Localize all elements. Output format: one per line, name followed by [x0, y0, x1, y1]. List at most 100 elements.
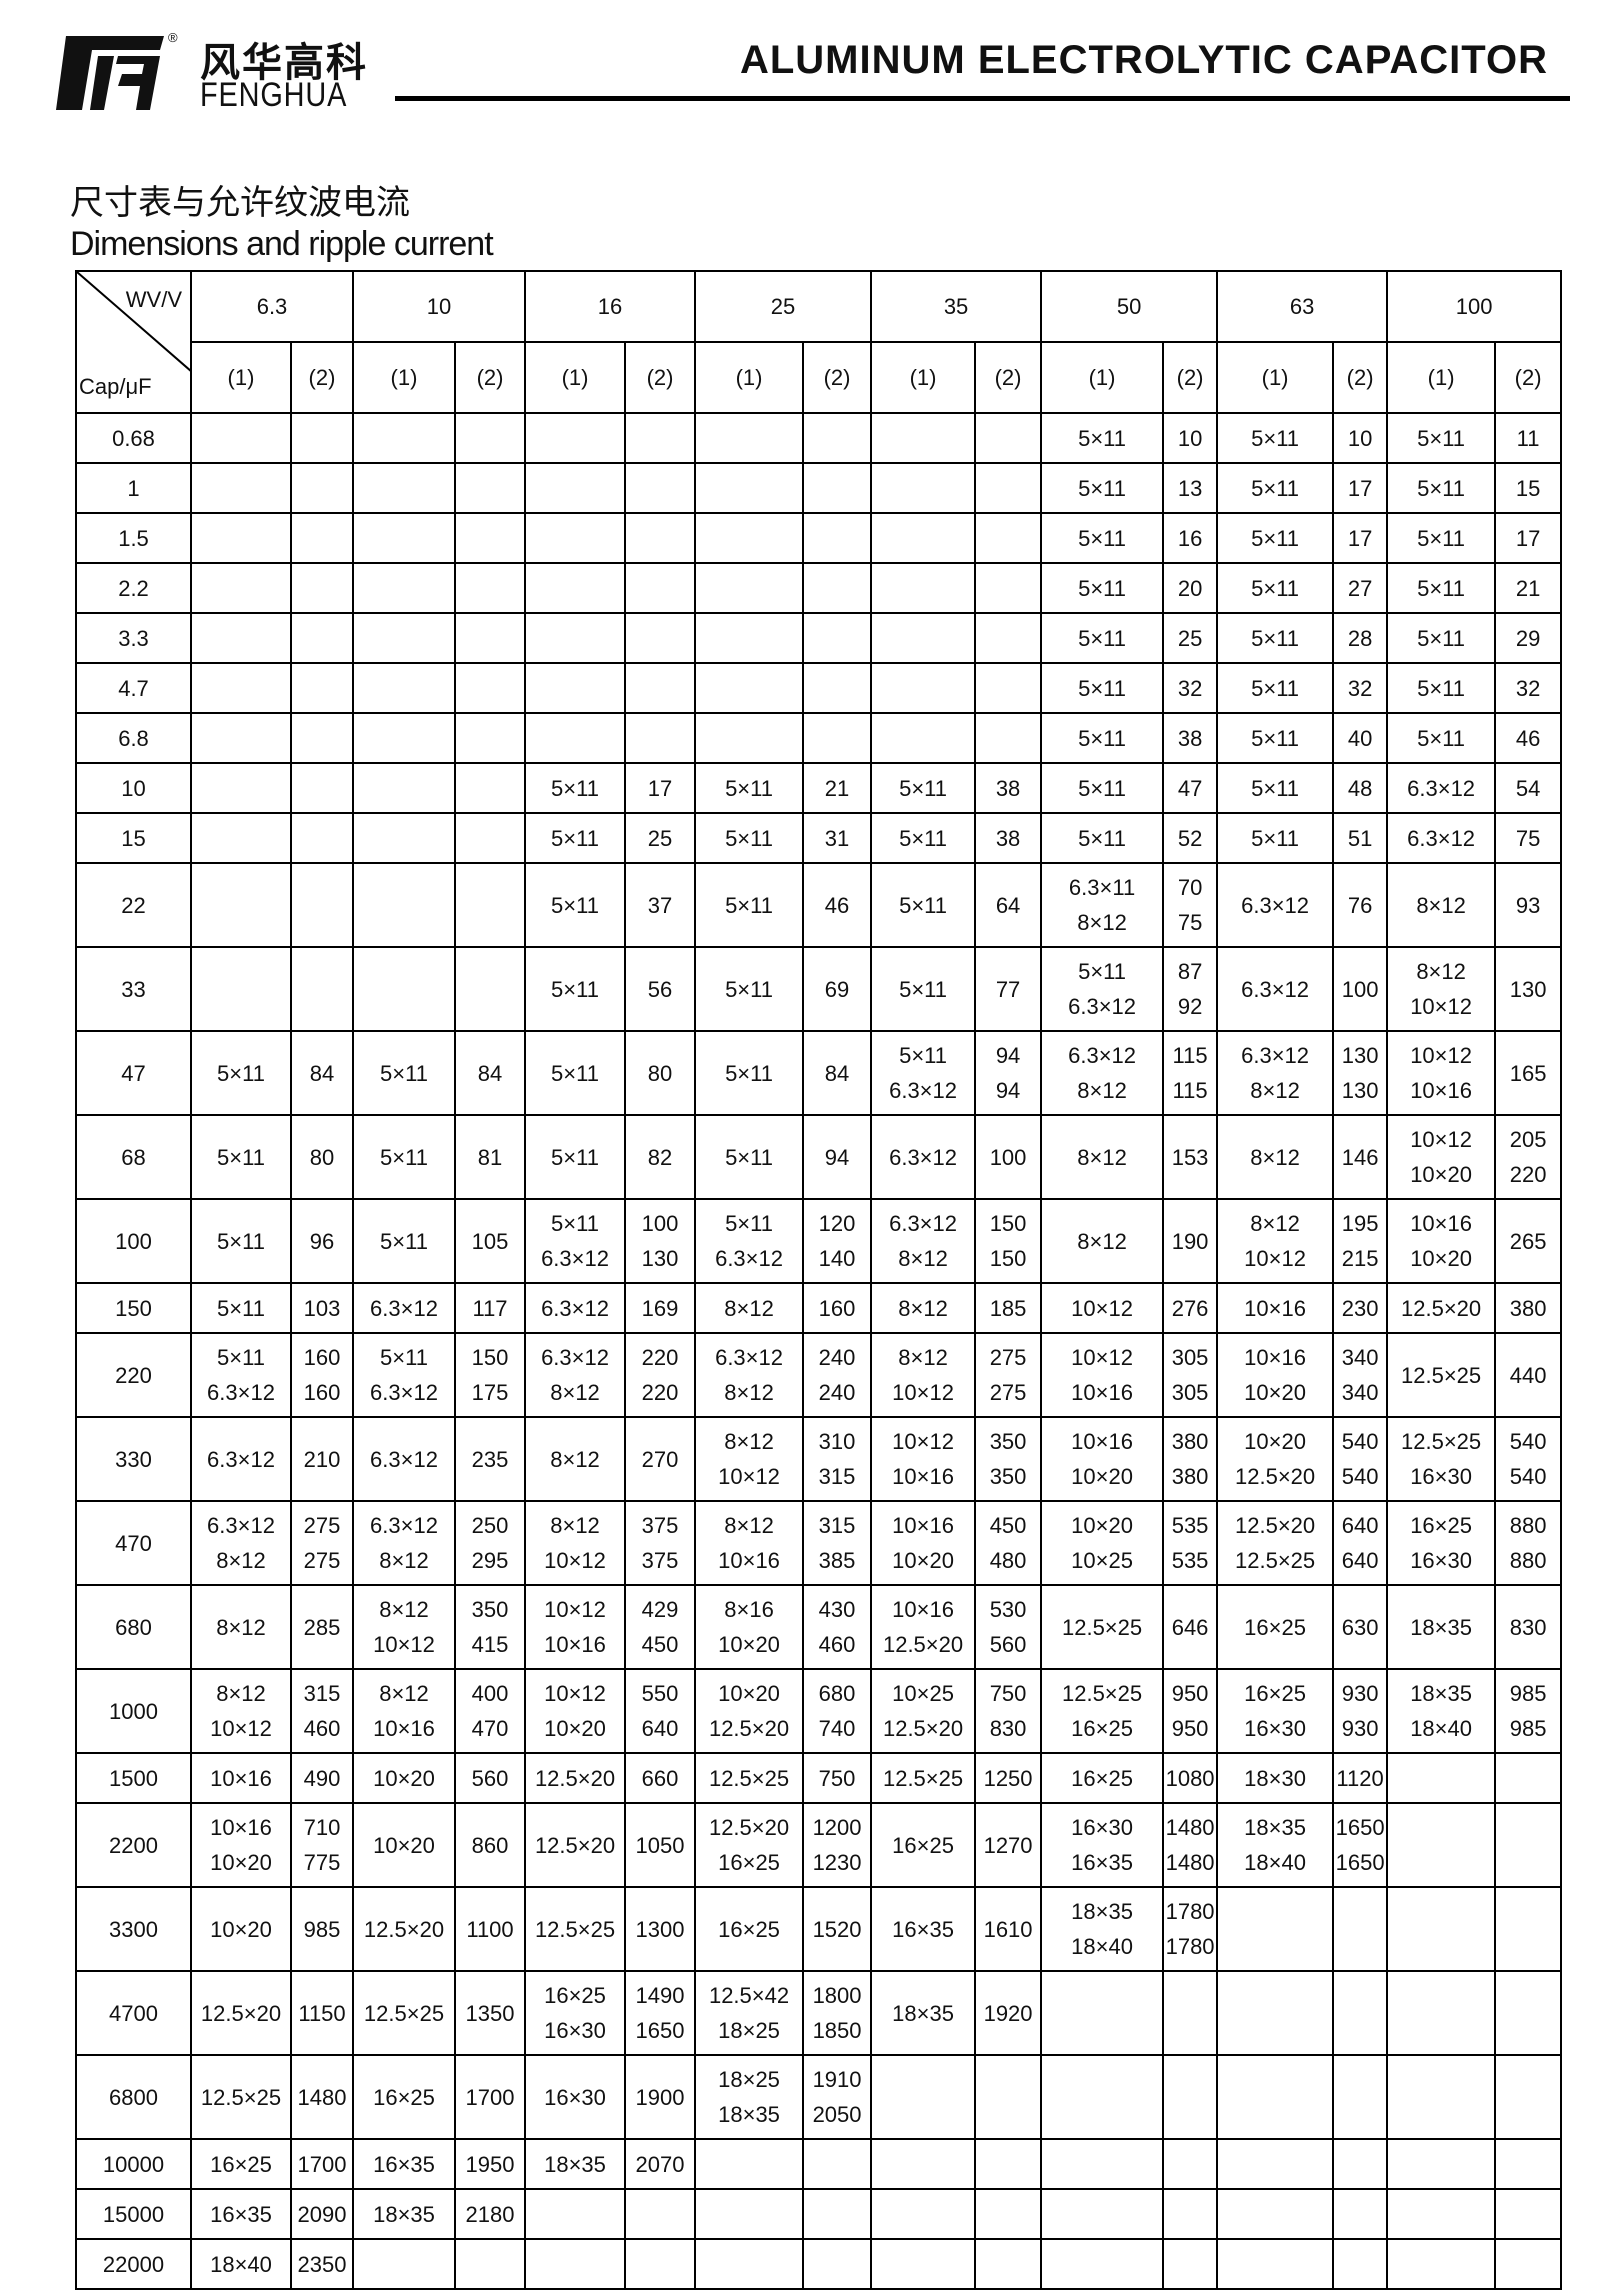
case-size-cell: 5×11 [190, 1282, 292, 1334]
ripple-current-cell: 860 [453, 1802, 527, 1888]
case-size-cell: 8×12 [1040, 1114, 1165, 1200]
case-size-cell: 8×16 10×20 [694, 1584, 805, 1670]
ripple-current-cell: 84 [290, 1030, 354, 1116]
ripple-current-cell: 429 450 [624, 1584, 697, 1670]
case-size-cell: 16×25 16×30 [524, 1970, 627, 2056]
ripple-current-cell: 315 385 [802, 1500, 873, 1586]
case-size-cell [352, 762, 456, 814]
case-size-cell: 8×12 10×12 [352, 1584, 456, 1670]
case-size-cell: 5×11 [694, 862, 805, 948]
case-size-cell: 6.3×12 [1216, 946, 1335, 1032]
ripple-current-cell: 38 [974, 812, 1043, 864]
case-size-cell: 5×11 [524, 1114, 627, 1200]
case-size-cell: 6.3×12 8×12 [524, 1332, 627, 1418]
case-size-cell [190, 512, 292, 564]
capacitance-cell: 22 [75, 862, 192, 948]
case-size-cell: 12.5×25 16×25 [1040, 1668, 1165, 1754]
case-size-cell [352, 946, 456, 1032]
ripple-current-cell: 17 [1494, 512, 1563, 564]
ripple-current-cell [974, 462, 1043, 514]
voltage-header: 35 [870, 270, 1043, 343]
ripple-current-cell: 1200 1230 [802, 1802, 873, 1888]
ripple-current-cell: 77 [974, 946, 1043, 1032]
capacitance-cell: 10000 [75, 2138, 192, 2190]
case-size-cell [524, 712, 627, 764]
case-size-cell [1216, 2138, 1335, 2190]
capacitance-cell: 33 [75, 946, 192, 1032]
ripple-current-cell [1162, 1970, 1219, 2056]
capacitance-cell: 6800 [75, 2054, 192, 2140]
case-size-cell [870, 712, 977, 764]
case-size-cell [870, 562, 977, 614]
case-size-cell: 12.5×25 [1040, 1584, 1165, 1670]
ripple-current-cell [453, 512, 527, 564]
ripple-current-cell: 150 175 [453, 1332, 527, 1418]
ripple-current-cell: 285 [290, 1584, 354, 1670]
table-row: 0.68 5×11 10 5×11 10 5×11 11 [75, 412, 1563, 464]
ripple-current-cell: 81 [453, 1114, 527, 1200]
ripple-current-cell: 1950 [453, 2138, 527, 2190]
capacitance-cell: 10 [75, 762, 192, 814]
case-size-cell: 6.3×12 [1216, 862, 1335, 948]
case-size-cell [352, 562, 456, 614]
capacitance-cell: 2200 [75, 1802, 192, 1888]
case-size-cell [694, 2188, 805, 2240]
case-size-cell: 5×11 [524, 812, 627, 864]
case-size-cell: 6.3×12 8×12 [352, 1500, 456, 1586]
fenghua-logo [52, 30, 172, 119]
table-row: 470 6.3×12 8×12 275 275 6.3×12 8×12 250 295 8… [75, 1500, 1563, 1586]
ripple-current-cell [453, 562, 527, 614]
ripple-current-cell [1494, 2188, 1563, 2240]
case-size-cell [870, 2188, 977, 2240]
ripple-current-cell [624, 412, 697, 464]
ripple-current-cell: 530 560 [974, 1584, 1043, 1670]
case-size-cell: 5×11 [1386, 612, 1497, 664]
capacitance-cell: 330 [75, 1416, 192, 1502]
case-size-cell: 5×11 [1216, 412, 1335, 464]
case-size-cell: 5×11 6.3×12 [694, 1198, 805, 1284]
case-size-cell: 10×16 10×20 [870, 1500, 977, 1586]
case-size-cell [524, 562, 627, 614]
ripple-current-cell: 115 115 [1162, 1030, 1219, 1116]
table-row: 15000 16×35 2090 18×35 2180 [75, 2188, 1563, 2240]
case-size-cell [1216, 2188, 1335, 2240]
table-row: 22000 18×40 2350 [75, 2238, 1563, 2290]
table-row: 22 5×11 37 5×11 46 5×11 64 6.3×11 8×12 70 75 6.3×… [75, 862, 1563, 948]
case-size-cell: 18×40 [190, 2238, 292, 2290]
ripple-current-cell: 100 [1332, 946, 1389, 1032]
ripple-current-cell: 2180 [453, 2188, 527, 2240]
ripple-current-cell: 440 [1494, 1332, 1563, 1418]
ripple-current-cell [290, 612, 354, 664]
case-size-cell: 8×12 [1040, 1198, 1165, 1284]
ripple-current-cell: 880 880 [1494, 1500, 1563, 1586]
ripple-current-cell: 153 [1162, 1114, 1219, 1200]
case-size-cell: 10×12 10×16 [1040, 1332, 1165, 1418]
case-size-cell: 5×11 [694, 1114, 805, 1200]
section-title-cn: 尺寸表与允许纹波电流 [70, 183, 410, 223]
capacitance-cell: 1 [75, 462, 192, 514]
ripple-current-cell: 680 740 [802, 1668, 873, 1754]
ripple-current-cell [802, 2138, 873, 2190]
ripple-current-cell: 32 [1162, 662, 1219, 714]
ripple-current-cell: 235 [453, 1416, 527, 1502]
dimensions-ripple-table: WV/V Cap/μF 6.3 10 16 25 35 50 63 100 (1) (2) (1)… [75, 270, 1563, 2290]
ripple-current-cell: 1800 1850 [802, 1970, 873, 2056]
ripple-current-cell: 1700 [453, 2054, 527, 2140]
ripple-current-cell: 56 [624, 946, 697, 1032]
case-size-cell: 12.5×20 [352, 1886, 456, 1972]
voltage-header: 16 [524, 270, 697, 343]
case-size-cell [1040, 2188, 1165, 2240]
ripple-current-cell: 985 985 [1494, 1668, 1563, 1754]
ripple-current-cell [624, 712, 697, 764]
case-size-cell: 16×35 [190, 2188, 292, 2240]
ripple-current-cell: 31 [802, 812, 873, 864]
ripple-current-cell: 640 640 [1332, 1500, 1389, 1586]
ripple-current-cell [974, 2188, 1043, 2240]
capacitance-cell: 15 [75, 812, 192, 864]
capacitance-cell: 1.5 [75, 512, 192, 564]
ripple-current-cell: 82 [624, 1114, 697, 1200]
table-row: 220 5×11 6.3×12 160 160 5×11 6.3×12 150 175 6… [75, 1332, 1563, 1418]
ripple-current-cell: 1120 [1332, 1752, 1389, 1804]
ripple-current-cell [974, 612, 1043, 664]
case-size-cell [870, 2138, 977, 2190]
